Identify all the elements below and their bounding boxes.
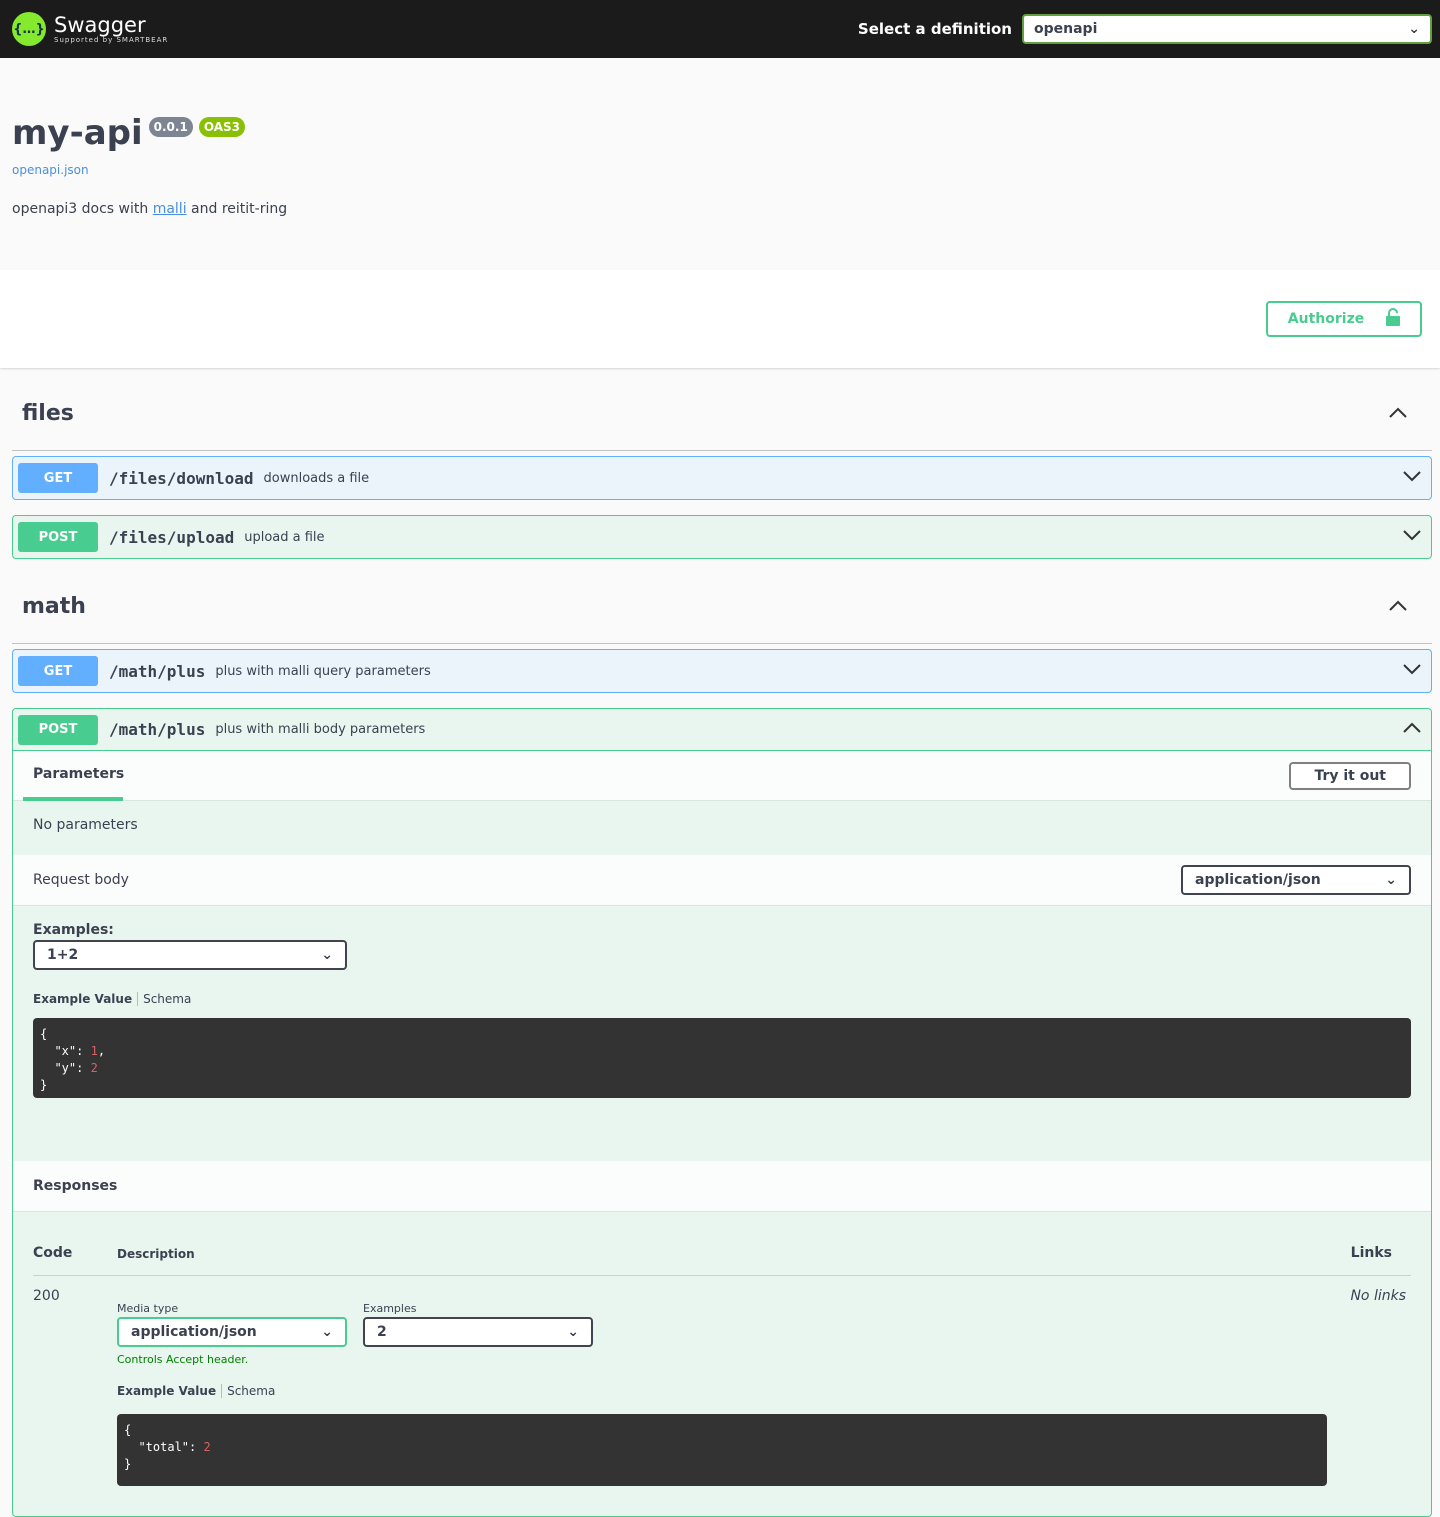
chevron-down-icon: ⌄ bbox=[1385, 872, 1397, 888]
no-links: No links bbox=[1350, 1288, 1406, 1304]
request-example-code: { "x": 1, "y": 2 } bbox=[33, 1018, 1411, 1098]
select-value: 2 bbox=[377, 1324, 387, 1340]
info-section: my-api 0.0.1 OAS3 openapi.json openapi3 … bbox=[0, 58, 1440, 270]
tab-parameters[interactable]: Parameters bbox=[23, 751, 124, 801]
tab-example-value[interactable]: Example Value bbox=[117, 1384, 223, 1398]
chevron-up-icon bbox=[1388, 597, 1408, 616]
tab-example-value[interactable]: Example Value bbox=[33, 992, 139, 1006]
response-row: 200 Media type application/json ⌄ Example… bbox=[33, 1276, 1411, 1486]
chevron-down-icon: ⌄ bbox=[321, 1324, 333, 1340]
op-path: /files/upload bbox=[109, 527, 235, 547]
version-badge: 0.0.1 bbox=[148, 117, 193, 137]
method-badge: GET bbox=[18, 656, 98, 686]
responses-label: Responses bbox=[33, 1178, 118, 1194]
logo-text: Swagger bbox=[54, 13, 146, 37]
try-it-out-button[interactable]: Try it out bbox=[1289, 761, 1411, 790]
col-links: Links bbox=[1350, 1245, 1392, 1261]
chevron-down-icon bbox=[1402, 529, 1422, 545]
spec-link[interactable]: openapi.json bbox=[12, 163, 89, 177]
malli-link[interactable]: malli bbox=[152, 201, 187, 217]
lock-icon bbox=[1386, 308, 1401, 330]
scheme-container: Authorize bbox=[0, 270, 1440, 368]
op-summary: plus with malli query parameters bbox=[215, 663, 431, 679]
tag-title: files bbox=[22, 401, 74, 426]
request-content-type-select[interactable]: application/json ⌄ bbox=[1181, 865, 1411, 895]
chevron-down-icon: ⌄ bbox=[1408, 21, 1420, 37]
examples-label: Examples: bbox=[33, 922, 114, 938]
no-parameters: No parameters bbox=[33, 817, 138, 833]
chevron-down-icon bbox=[1402, 470, 1422, 486]
select-value: 1+2 bbox=[47, 947, 79, 963]
tag-title: math bbox=[22, 594, 86, 619]
op-summary: downloads a file bbox=[263, 470, 370, 486]
media-type-select[interactable]: application/json ⌄ bbox=[117, 1317, 347, 1347]
op-summary: upload a file bbox=[244, 529, 325, 545]
authorize-button[interactable]: Authorize bbox=[1266, 301, 1422, 337]
chevron-up-icon bbox=[1388, 404, 1408, 423]
tab-schema[interactable]: Schema bbox=[143, 992, 192, 1006]
resp-examples-label: Examples bbox=[363, 1302, 417, 1315]
op-path: /math/plus bbox=[109, 720, 206, 739]
definition-value: openapi bbox=[1034, 21, 1098, 37]
controls-accept-note: Controls Accept header. bbox=[117, 1353, 249, 1366]
logo-sub: Supported by SMARTBEAR bbox=[54, 36, 169, 44]
chevron-down-icon: ⌄ bbox=[321, 947, 333, 963]
desc-text: openapi3 docs with bbox=[12, 201, 153, 217]
desc-text: and reitit-ring bbox=[186, 201, 288, 217]
operation-post-math-plus: POST/math/plus plus with malli body param… bbox=[12, 708, 1432, 1517]
definition-select[interactable]: openapi ⌄ bbox=[1022, 14, 1432, 44]
response-example-code: { "total": 2 } bbox=[117, 1414, 1327, 1486]
select-value: application/json bbox=[1195, 872, 1321, 888]
tag-files[interactable]: files bbox=[12, 377, 1432, 451]
method-badge: POST bbox=[18, 522, 98, 552]
operation-post-files-upload[interactable]: POST/files/upload upload a file bbox=[12, 515, 1432, 559]
response-examples-select[interactable]: 2 ⌄ bbox=[363, 1317, 593, 1347]
media-type-label: Media type bbox=[117, 1302, 179, 1315]
oas-badge: OAS3 bbox=[198, 117, 245, 137]
chevron-down-icon: ⌄ bbox=[567, 1324, 579, 1340]
api-description: openapi3 docs with malli and reitit-ring bbox=[12, 201, 1428, 217]
tab-schema[interactable]: Schema bbox=[227, 1384, 276, 1398]
examples-select[interactable]: 1+2 ⌄ bbox=[33, 940, 347, 970]
method-badge: POST bbox=[18, 714, 98, 745]
api-title: my-api bbox=[12, 113, 143, 153]
operation-get-files-download[interactable]: GET/files/download downloads a file bbox=[12, 456, 1432, 500]
authorize-label: Authorize bbox=[1287, 311, 1365, 327]
operation-get-math-plus[interactable]: GET/math/plus plus with malli query param… bbox=[12, 649, 1432, 693]
col-code: Code bbox=[33, 1245, 73, 1261]
tag-math[interactable]: math bbox=[12, 570, 1432, 644]
op-path: /files/download bbox=[109, 468, 254, 488]
definition-label: Select a definition bbox=[857, 20, 1012, 38]
request-body-label: Request body bbox=[33, 872, 129, 888]
op-summary-bar[interactable]: POST/math/plus plus with malli body param… bbox=[13, 709, 1431, 751]
select-value: application/json bbox=[131, 1324, 257, 1340]
op-path: /math/plus bbox=[109, 661, 206, 681]
swagger-logo[interactable]: {…} Swagger Supported by SMARTBEAR bbox=[12, 12, 168, 46]
topbar: {…} Swagger Supported by SMARTBEAR Select… bbox=[0, 0, 1440, 58]
op-summary: plus with malli body parameters bbox=[215, 722, 426, 737]
method-badge: GET bbox=[18, 463, 98, 493]
chevron-up-icon bbox=[1402, 722, 1422, 738]
col-description: Description bbox=[117, 1247, 195, 1261]
response-code: 200 bbox=[33, 1288, 60, 1304]
swagger-logo-icon: {…} bbox=[12, 12, 46, 46]
chevron-down-icon bbox=[1402, 663, 1422, 679]
